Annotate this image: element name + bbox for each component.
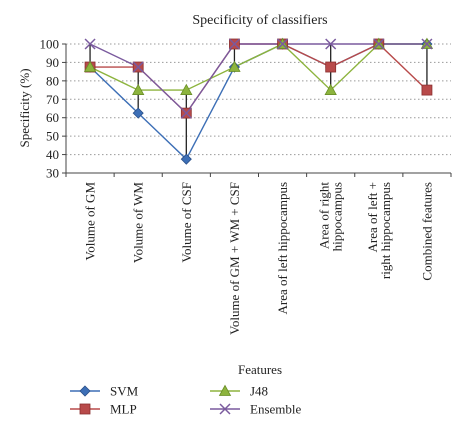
drop-lines <box>89 44 428 160</box>
y-tick-label: 70 <box>46 92 59 107</box>
series-line-j48 <box>89 43 427 92</box>
legend-label: SVM <box>110 384 139 399</box>
x-axis-label: Features <box>238 362 282 377</box>
x-tick-label: right hippocampus <box>378 182 393 279</box>
legend-label: Ensemble <box>250 402 301 417</box>
legend-marker-svm <box>79 385 91 397</box>
x-marker-stroke <box>421 38 433 50</box>
legend-marker-ensemble <box>219 403 231 415</box>
data-point-j48 <box>324 83 337 95</box>
x-marker-stroke <box>325 38 337 50</box>
legend-item-svm: SVM <box>70 384 139 399</box>
legend: SVM MLP J48 Ensemble <box>70 384 301 417</box>
data-point-j48 <box>132 83 145 95</box>
data-point-ensemble <box>325 38 337 50</box>
x-marker-stroke <box>277 38 289 50</box>
data-point-ensemble <box>228 38 240 50</box>
x-marker-stroke <box>132 61 144 73</box>
data-point-ensemble <box>421 38 433 50</box>
series-line-ensemble <box>89 43 427 115</box>
data-point-svm <box>132 107 144 119</box>
data-point-ensemble <box>373 38 385 50</box>
data-point-mlp <box>421 84 433 96</box>
x-tick-label: Area of right <box>317 182 332 250</box>
x-marker-stroke <box>84 38 96 50</box>
x-tick-label: Volume of CSF <box>179 182 194 263</box>
chart-title: Specificity of classifiers <box>192 13 327 28</box>
data-point-ensemble <box>84 38 96 50</box>
x-tick-label: Combined features <box>419 182 434 281</box>
legend-marker-j48 <box>218 384 232 396</box>
y-tick-label: 90 <box>46 55 59 70</box>
axes-layer <box>62 43 452 177</box>
y-tick-label: 60 <box>46 110 59 125</box>
x-tick-label: hippocampus <box>330 182 345 251</box>
data-point-mlp <box>325 61 337 73</box>
x-tick-label: Area of left hippocampus <box>275 182 290 314</box>
data-point-ensemble <box>132 61 144 73</box>
y-tick-label: 50 <box>46 129 59 144</box>
data-point-j48 <box>228 60 241 72</box>
x-marker-stroke <box>373 38 385 50</box>
legend-label: J48 <box>250 384 268 399</box>
series-line-mlp <box>90 43 428 115</box>
tick-labels: 30 40 50 60 70 80 90 100 Volume of GM Volume of W… <box>40 37 435 335</box>
legend-marker-mlp <box>79 403 91 415</box>
data-point-svm <box>180 153 192 165</box>
x-tick-label: Volume of WM <box>131 182 146 264</box>
legend-item-ensemble: Ensemble <box>210 402 301 417</box>
data-point-j48 <box>83 60 97 72</box>
series-layer <box>83 37 434 165</box>
x-marker-stroke <box>219 403 231 415</box>
y-tick-label: 80 <box>46 73 59 88</box>
y-axis-label: Specificity (%) <box>17 68 32 147</box>
data-point-ensemble <box>180 107 192 119</box>
x-tick-label: Area of left + <box>365 182 380 253</box>
y-tick-label: 100 <box>40 37 60 52</box>
y-tick-label: 30 <box>46 166 59 181</box>
x-tick-label: Volume of GM + WM + CSF <box>227 182 242 335</box>
data-point-ensemble <box>277 38 289 50</box>
legend-item-j48: J48 <box>210 384 268 399</box>
x-marker-stroke <box>228 38 240 50</box>
x-tick-label: Volume of GM <box>83 182 98 261</box>
series-line-svm <box>89 43 427 161</box>
data-point-j48 <box>180 83 193 95</box>
y-tick-label: 40 <box>46 147 59 162</box>
legend-label: MLP <box>110 402 137 417</box>
legend-item-mlp: MLP <box>70 402 137 417</box>
x-marker-stroke <box>180 107 192 119</box>
